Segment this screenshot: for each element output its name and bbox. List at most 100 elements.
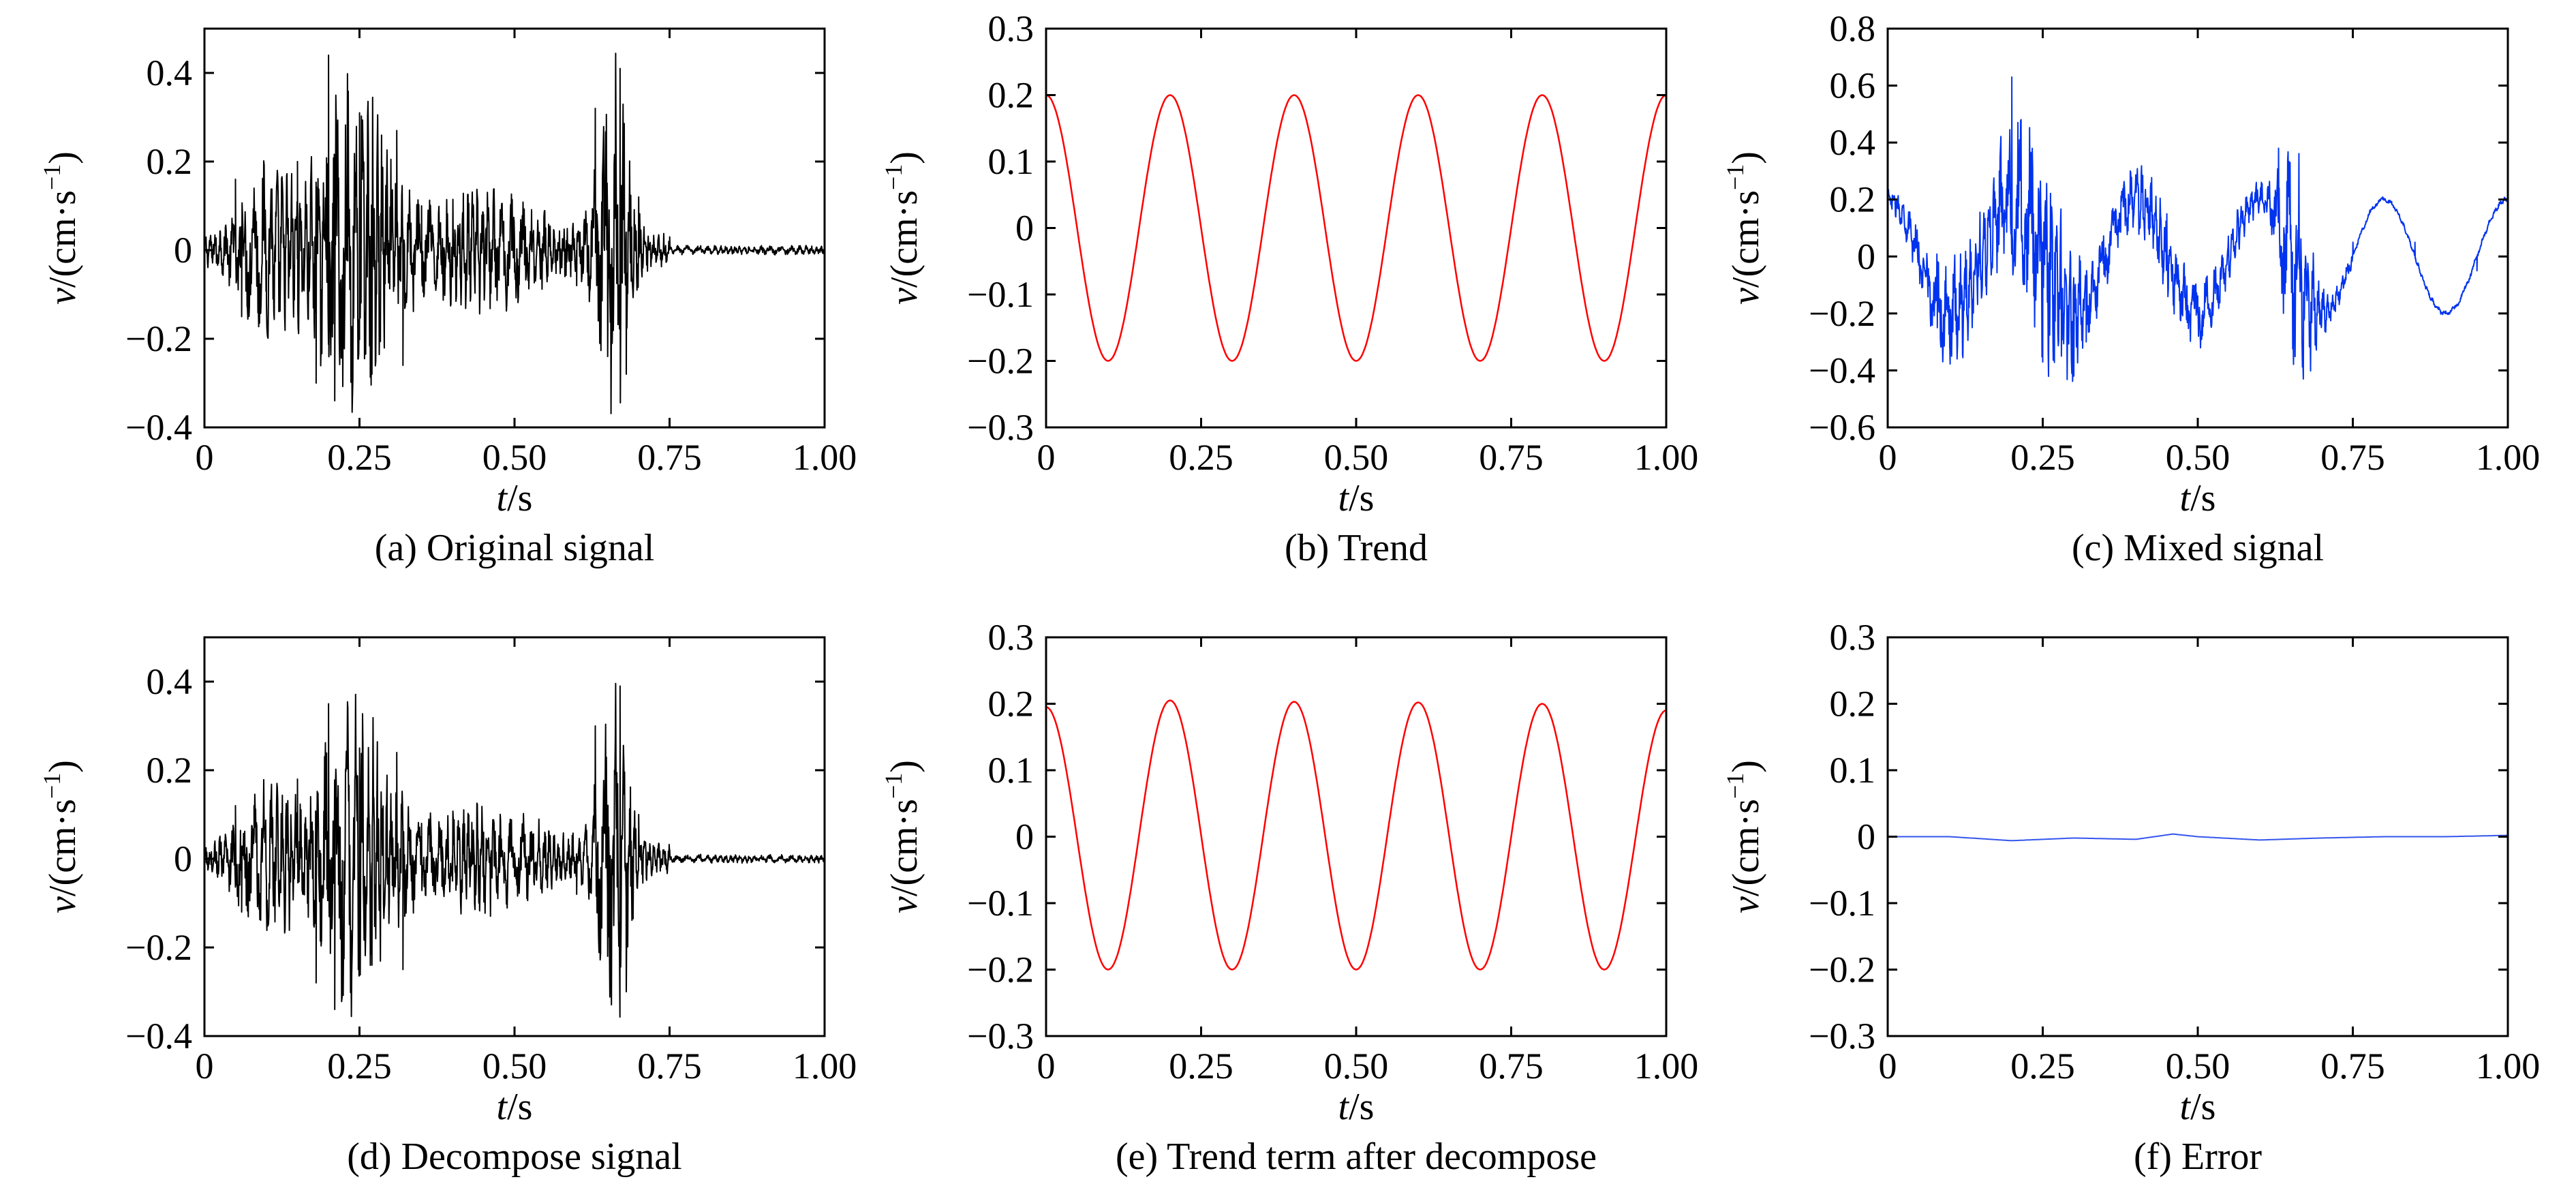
y-tick-label: −0.1: [1809, 883, 1875, 924]
y-tick-label: 0: [1015, 817, 1034, 857]
y-tick-label: −0.2: [1809, 293, 1875, 334]
panel-caption-b: (b) Trend: [1285, 527, 1428, 569]
x-tick-label: 0: [196, 437, 214, 478]
x-tick-label: 0.50: [1324, 437, 1389, 478]
y-tick-label: 0.3: [988, 8, 1034, 49]
x-tick-label: 0.25: [327, 1046, 392, 1086]
series-line-a: [204, 52, 825, 414]
y-tick-label: 0: [1857, 236, 1875, 277]
series-line-e: [1046, 699, 1666, 971]
y-axis-label: v/(cm·s−1): [38, 760, 84, 913]
x-tick-label: 0: [1037, 1046, 1056, 1086]
y-tick-label: −0.1: [967, 883, 1034, 924]
x-tick-label: 1.00: [2476, 1046, 2541, 1086]
panel-e: 0 0.25 0.50 0.75 1.00 −0.3 −0.2 −0.1 0 0.1 0.2 0.3 t…: [880, 617, 1698, 1178]
y-tick-label: −0.2: [125, 927, 192, 968]
y-tick-label: −0.2: [967, 341, 1034, 382]
y-tick-label: −0.1: [967, 274, 1034, 315]
y-axis-label: v/(cm·s−1): [1721, 760, 1767, 913]
y-tick-label: 0.2: [988, 684, 1034, 725]
series-line-d: [204, 682, 825, 1018]
y-tick-label: 0: [174, 230, 192, 271]
panel-caption-e: (e) Trend term after decompose: [1116, 1136, 1597, 1178]
x-tick-label: 0: [196, 1046, 214, 1086]
x-axis-label: t/s: [1338, 477, 1375, 519]
y-axis-label: v/(cm·s−1): [38, 151, 84, 305]
x-tick-label: 0.75: [1479, 1046, 1544, 1086]
panel-caption-d: (d) Decompose signal: [347, 1136, 681, 1178]
panel-b: 0 0.25 0.50 0.75 1.00 −0.3 −0.2 −0.1 0 0.1 0.2 0.3 t…: [880, 8, 1698, 569]
y-tick-label: 0.6: [1830, 65, 1876, 106]
x-tick-label: 0.50: [2166, 437, 2230, 478]
y-axis-label: v/(cm·s−1): [1721, 151, 1767, 305]
panel-c: 0 0.25 0.50 0.75 1.00 −0.6 −0.4 −0.2 0 0.2 0.4 0.6 0…: [1721, 8, 2540, 569]
y-tick-label: 0.4: [147, 52, 193, 93]
x-tick-label: 0.25: [1169, 437, 1233, 478]
x-axis-label: t/s: [2180, 477, 2216, 519]
x-tick-label: 0: [1879, 437, 1897, 478]
panel-caption-f: (f) Error: [2134, 1136, 2262, 1178]
y-tick-label: 0.1: [988, 750, 1034, 791]
panel-f: 0 0.25 0.50 0.75 1.00 −0.3 −0.2 −0.1 0 0.1 0.2 0.3 t…: [1721, 617, 2540, 1178]
series-line-b: [1046, 94, 1666, 362]
y-tick-label: 0: [1857, 817, 1875, 857]
x-tick-label: 0.25: [1169, 1046, 1233, 1086]
x-tick-label: 0.25: [2010, 437, 2075, 478]
x-tick-label: 0.50: [482, 1046, 547, 1086]
x-axis-label: t/s: [1338, 1086, 1375, 1128]
x-tick-label: 0: [1879, 1046, 1897, 1086]
y-tick-label: 0.1: [1830, 750, 1876, 791]
x-tick-label: 1.00: [1634, 437, 1699, 478]
y-tick-label: 0.4: [147, 661, 193, 702]
y-tick-label: 0.2: [1830, 179, 1876, 220]
x-axis-label: t/s: [497, 477, 533, 519]
series-line-f: [1888, 833, 2508, 842]
x-axis-label: t/s: [497, 1086, 533, 1128]
x-tick-label: 0: [1037, 437, 1056, 478]
x-tick-label: 0.25: [327, 437, 392, 478]
y-tick-label: 0.1: [988, 141, 1034, 182]
y-tick-label: 0: [174, 838, 192, 879]
y-tick-label: 0.2: [988, 75, 1034, 116]
panel-a: 0 0.25 0.50 0.75 1.00 −0.4 −0.2 0 0.2 0.4 t/s v/(cm…: [38, 27, 857, 569]
x-tick-label: 0.50: [2166, 1046, 2230, 1086]
x-tick-label: 0.25: [2010, 1046, 2075, 1086]
y-tick-label: −0.2: [967, 949, 1034, 990]
y-tick-label: −0.4: [125, 407, 192, 448]
y-tick-label: 0: [1015, 208, 1034, 249]
x-axis-label: t/s: [2180, 1086, 2216, 1128]
y-tick-label: 0.2: [147, 141, 193, 182]
x-tick-label: 1.00: [2476, 437, 2541, 478]
y-tick-label: −0.3: [1809, 1016, 1875, 1056]
x-tick-label: 0.75: [2320, 1046, 2385, 1086]
y-tick-label: −0.6: [1809, 407, 1875, 448]
y-tick-label: 0.2: [1830, 684, 1876, 725]
y-tick-label: 0.3: [1830, 617, 1876, 658]
x-tick-label: 0.75: [1479, 437, 1544, 478]
y-tick-label: 0.3: [988, 617, 1034, 658]
y-tick-label: −0.3: [967, 407, 1034, 448]
x-tick-label: 0.50: [482, 437, 547, 478]
x-tick-label: 1.00: [1634, 1046, 1699, 1086]
y-tick-label: 0.4: [1830, 122, 1876, 163]
series-line-c: [1888, 76, 2508, 382]
y-tick-label: −0.2: [1809, 949, 1875, 990]
panel-d: 0 0.25 0.50 0.75 1.00 −0.4 −0.2 0 0.2 0.4 t/s v/(cm…: [38, 636, 857, 1178]
y-tick-label: −0.4: [125, 1016, 192, 1056]
y-tick-label: 0.2: [147, 750, 193, 791]
y-tick-label: −0.2: [125, 318, 192, 359]
x-tick-label: 1.00: [793, 437, 857, 478]
x-tick-label: 0.75: [2320, 437, 2385, 478]
y-axis-label: v/(cm·s−1): [880, 151, 925, 305]
y-tick-label: −0.3: [967, 1016, 1034, 1056]
x-tick-label: 1.00: [793, 1046, 857, 1086]
panel-caption-a: (a) Original signal: [375, 527, 655, 569]
y-tick-label: 0.8: [1830, 8, 1876, 49]
y-tick-label: −0.4: [1809, 350, 1875, 391]
y-axis-label: v/(cm·s−1): [880, 760, 925, 913]
x-tick-label: 0.75: [637, 437, 702, 478]
x-tick-label: 0.50: [1324, 1046, 1389, 1086]
x-tick-label: 0.75: [637, 1046, 702, 1086]
panel-caption-c: (c) Mixed signal: [2072, 527, 2324, 569]
